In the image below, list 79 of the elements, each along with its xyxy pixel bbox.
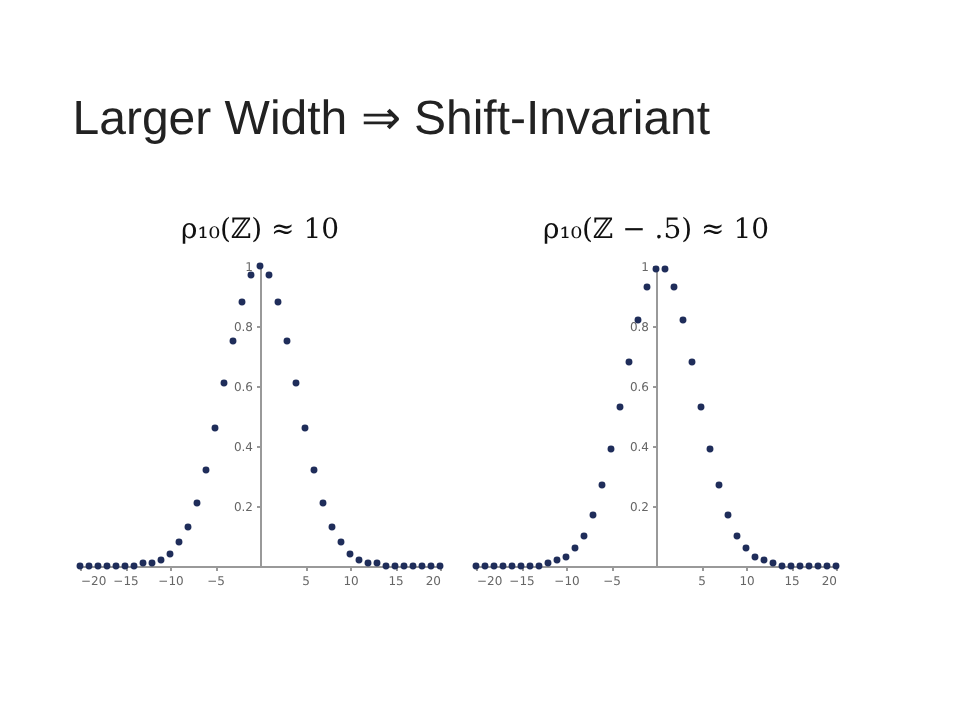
point: [616, 403, 624, 411]
point: [679, 316, 687, 324]
point: [103, 562, 111, 570]
point: [193, 499, 201, 507]
point: [85, 562, 93, 570]
point: [373, 559, 381, 567]
point: [148, 559, 156, 567]
point: [202, 466, 210, 474]
point: [490, 562, 498, 570]
point: [283, 337, 291, 345]
point: [625, 358, 633, 366]
point: [220, 379, 228, 387]
point: [427, 562, 435, 570]
point: [409, 562, 417, 570]
point: [328, 523, 336, 531]
point: [508, 562, 516, 570]
point: [607, 445, 615, 453]
point: [355, 556, 363, 564]
point: [382, 562, 390, 570]
point: [715, 481, 723, 489]
point: [643, 283, 651, 291]
point: [121, 562, 129, 570]
point: [400, 562, 408, 570]
point: [391, 562, 399, 570]
chart-subtitle: ρ₁₀(ℤ − .5) ≈ 10: [542, 214, 770, 246]
point: [571, 544, 579, 552]
point: [589, 511, 597, 519]
point: [139, 559, 147, 567]
point: [319, 499, 327, 507]
point: [481, 562, 489, 570]
point: [724, 511, 732, 519]
point: [670, 283, 678, 291]
point: [418, 562, 426, 570]
point: [94, 562, 102, 570]
point: [499, 562, 507, 570]
point: [157, 556, 165, 564]
point: [598, 481, 606, 489]
point: [517, 562, 525, 570]
point: [760, 556, 768, 564]
point: [337, 538, 345, 546]
point: [301, 424, 309, 432]
point: [706, 445, 714, 453]
point: [580, 532, 588, 540]
point: [751, 553, 759, 561]
point: [184, 523, 192, 531]
point: [346, 550, 354, 558]
point: [661, 265, 669, 273]
point: [274, 298, 282, 306]
point: [688, 358, 696, 366]
point: [562, 553, 570, 561]
point: [535, 562, 543, 570]
point: [823, 562, 831, 570]
point: [814, 562, 822, 570]
point: [265, 271, 273, 279]
point: [238, 298, 246, 306]
chart-subtitle: ρ₁₀(ℤ) ≈ 10: [180, 214, 340, 246]
point: [175, 538, 183, 546]
point: [652, 265, 660, 273]
point: [553, 556, 561, 564]
point: [166, 550, 174, 558]
point: [742, 544, 750, 552]
point: [778, 562, 786, 570]
point: [364, 559, 372, 567]
point: [733, 532, 741, 540]
point: [769, 559, 777, 567]
point: [130, 562, 138, 570]
chart-title: Larger Width ⇒ Shift-Invariant: [72, 92, 711, 146]
point: [112, 562, 120, 570]
point: [796, 562, 804, 570]
point: [805, 562, 813, 570]
point: [211, 424, 219, 432]
point: [292, 379, 300, 387]
point: [526, 562, 534, 570]
point: [787, 562, 795, 570]
point: [544, 559, 552, 567]
point: [247, 271, 255, 279]
point: [229, 337, 237, 345]
point: [697, 403, 705, 411]
point: [310, 466, 318, 474]
